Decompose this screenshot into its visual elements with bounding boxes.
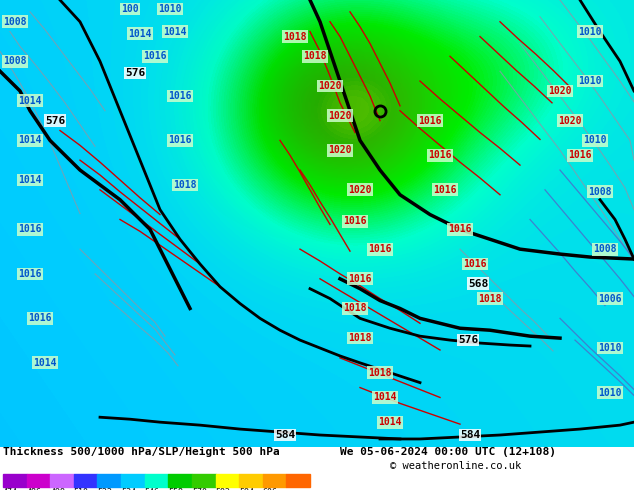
Text: 1014: 1014 bbox=[18, 96, 42, 106]
Text: 576: 576 bbox=[458, 335, 478, 345]
Text: 1008: 1008 bbox=[3, 56, 27, 66]
Text: 1016: 1016 bbox=[348, 274, 372, 284]
Text: 1010: 1010 bbox=[583, 135, 607, 146]
Text: 582: 582 bbox=[216, 488, 231, 490]
Text: 1010: 1010 bbox=[598, 388, 622, 397]
Text: We 05-06-2024 00:00 UTC (12+108): We 05-06-2024 00:00 UTC (12+108) bbox=[340, 447, 556, 457]
Bar bbox=[239, 474, 262, 487]
Text: 576: 576 bbox=[125, 68, 145, 78]
Text: 498: 498 bbox=[50, 488, 65, 490]
Text: 1018: 1018 bbox=[343, 303, 366, 314]
Text: 1014: 1014 bbox=[378, 417, 402, 427]
Text: 1020: 1020 bbox=[318, 81, 342, 91]
Text: 1016: 1016 bbox=[428, 150, 452, 160]
Text: 1014: 1014 bbox=[33, 358, 57, 368]
Text: 1008: 1008 bbox=[3, 17, 27, 27]
Text: 1020: 1020 bbox=[348, 185, 372, 195]
Text: 1018: 1018 bbox=[348, 333, 372, 343]
Text: 1018: 1018 bbox=[478, 294, 501, 304]
Text: 474: 474 bbox=[3, 488, 18, 490]
Text: 1016: 1016 bbox=[143, 51, 167, 61]
Text: 1016: 1016 bbox=[463, 259, 487, 269]
Text: 522: 522 bbox=[98, 488, 112, 490]
Bar bbox=[287, 474, 310, 487]
Bar bbox=[192, 474, 216, 487]
Text: 1020: 1020 bbox=[328, 145, 352, 155]
Bar bbox=[168, 474, 192, 487]
Text: 100: 100 bbox=[121, 4, 139, 14]
Text: 1006: 1006 bbox=[598, 294, 622, 304]
Text: 1008: 1008 bbox=[588, 187, 612, 197]
Bar bbox=[3, 474, 27, 487]
Text: 1016: 1016 bbox=[18, 269, 42, 279]
Text: 1016: 1016 bbox=[18, 224, 42, 234]
Text: 1016: 1016 bbox=[29, 313, 52, 323]
Text: 1018: 1018 bbox=[173, 180, 197, 190]
Text: 1016: 1016 bbox=[418, 116, 442, 125]
Text: 576: 576 bbox=[45, 116, 65, 125]
Text: 606: 606 bbox=[262, 488, 278, 490]
Text: 1016: 1016 bbox=[168, 91, 191, 101]
Text: 1016: 1016 bbox=[168, 135, 191, 146]
Text: 1016: 1016 bbox=[343, 217, 366, 226]
Text: 1010: 1010 bbox=[578, 26, 602, 37]
Text: 486: 486 bbox=[27, 488, 42, 490]
Text: 1020: 1020 bbox=[328, 111, 352, 121]
Text: 1020: 1020 bbox=[548, 86, 572, 96]
Bar bbox=[50, 474, 74, 487]
Text: 1014: 1014 bbox=[373, 392, 397, 402]
Bar bbox=[121, 474, 145, 487]
Text: 1016: 1016 bbox=[568, 150, 592, 160]
Text: 510: 510 bbox=[74, 488, 89, 490]
Bar bbox=[262, 474, 287, 487]
Text: 1010: 1010 bbox=[578, 76, 602, 86]
Text: 1014: 1014 bbox=[18, 175, 42, 185]
Bar bbox=[74, 474, 98, 487]
Text: 1008: 1008 bbox=[593, 244, 617, 254]
Text: Thickness 500/1000 hPa/SLP/Height 500 hPa: Thickness 500/1000 hPa/SLP/Height 500 hP… bbox=[3, 447, 280, 457]
Text: 584: 584 bbox=[460, 430, 480, 440]
Text: 570: 570 bbox=[192, 488, 207, 490]
Text: 1018: 1018 bbox=[368, 368, 392, 378]
Text: 534: 534 bbox=[121, 488, 136, 490]
Text: 1014: 1014 bbox=[18, 135, 42, 146]
Text: 1016: 1016 bbox=[433, 185, 456, 195]
Text: 1018: 1018 bbox=[283, 31, 307, 42]
Bar bbox=[216, 474, 239, 487]
Text: 1020: 1020 bbox=[559, 116, 582, 125]
Text: 1010: 1010 bbox=[598, 343, 622, 353]
Text: © weatheronline.co.uk: © weatheronline.co.uk bbox=[390, 461, 521, 470]
Bar bbox=[27, 474, 50, 487]
Text: 1014: 1014 bbox=[163, 26, 187, 37]
Bar bbox=[98, 474, 121, 487]
Text: 1016: 1016 bbox=[448, 224, 472, 234]
Text: 594: 594 bbox=[239, 488, 254, 490]
Text: 558: 558 bbox=[168, 488, 183, 490]
Text: 1016: 1016 bbox=[368, 244, 392, 254]
Text: 1014: 1014 bbox=[128, 28, 152, 39]
Bar bbox=[145, 474, 168, 487]
Text: 584: 584 bbox=[275, 430, 295, 440]
Text: 1010: 1010 bbox=[158, 4, 182, 14]
Text: 568: 568 bbox=[468, 279, 488, 289]
Text: 1018: 1018 bbox=[303, 51, 327, 61]
Text: 546: 546 bbox=[145, 488, 160, 490]
